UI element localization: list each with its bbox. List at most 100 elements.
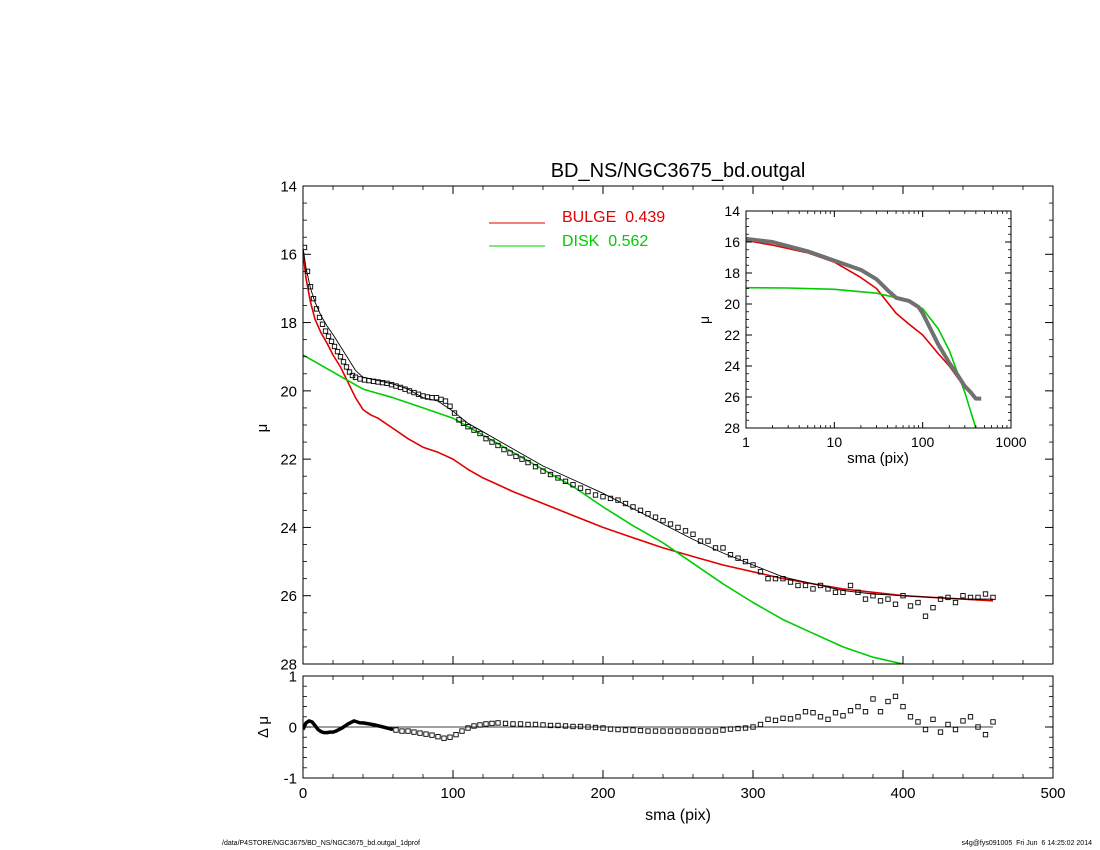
residual-series-1-point [489, 720, 495, 727]
inset-x-axis-label: sma (pix) [847, 450, 909, 467]
main-series-3-point [832, 589, 839, 595]
residual-series-1-point [720, 727, 726, 733]
residual-series-1-point [855, 703, 861, 710]
residual-series-1-point [532, 721, 539, 728]
residual-series-1-point [840, 713, 846, 719]
main-series-3-point [682, 528, 689, 534]
inset-x-tick-label: 10 [827, 434, 843, 450]
main-series-3-point [337, 354, 344, 360]
main-series-3-point [667, 521, 674, 527]
main-series-3-point [316, 314, 323, 321]
main-series-3-point [772, 575, 779, 582]
residual-x-tick-label: 300 [740, 785, 765, 802]
legend-disk-label: DISK 0.562 [562, 233, 648, 250]
main-series-3-point [495, 442, 501, 449]
inset-y-tick-label: 20 [724, 296, 740, 312]
main-series-3-point [892, 601, 899, 607]
main-y-tick-label: 22 [280, 452, 297, 469]
inset-x-tick-label: 1 [742, 434, 750, 450]
residual-series-1-point [477, 722, 483, 728]
main-series-3-point [451, 410, 458, 416]
main-series-3-point [513, 453, 519, 460]
inset-y-tick-label: 18 [724, 265, 740, 281]
main-series-3-point [607, 495, 614, 502]
main-series-3-point [727, 552, 734, 558]
main-series-3-point [840, 589, 846, 595]
main-series-3-point [817, 582, 824, 589]
residual-series-1-point [447, 734, 453, 740]
residual-series-1-point [930, 716, 936, 723]
main-series-3-point [825, 586, 831, 592]
main-series-3-point [343, 364, 350, 370]
main-series-3-point [519, 456, 525, 462]
main-series-3-point [795, 582, 801, 589]
residual-series-1-point [690, 728, 696, 734]
main-plot-data [303, 244, 996, 664]
main-series-3-point [456, 417, 462, 423]
main-y-tick-label: 20 [280, 383, 297, 400]
residual-series-1-point [712, 728, 719, 734]
main-series-3-point [847, 582, 854, 589]
main-y-tick-label: 14 [280, 178, 297, 195]
main-series-3-point [340, 359, 347, 365]
inset-y-tick-label: 16 [724, 234, 740, 250]
residual-series-1-point [540, 722, 546, 728]
residual-series-1-point [630, 727, 636, 733]
residual-series-1-point [802, 709, 809, 715]
footer-timestamp: s4g@fys091005 Fri Jun 6 14:25:02 2014 [961, 840, 1092, 847]
residual-x-tick-label: 500 [1040, 785, 1065, 802]
residual-series-1-point [652, 728, 659, 734]
residual-series-1-point [735, 725, 741, 732]
residual-series-1-point [555, 722, 561, 729]
inset-series-0-line [746, 239, 977, 400]
inset-x-tick-label: 100 [911, 434, 935, 450]
main-series-3-point [765, 575, 771, 582]
main-series-3-point [346, 369, 353, 375]
main-series-3-point [349, 372, 356, 379]
main-y-tick-label: 24 [280, 520, 297, 537]
residual-series-1-point [862, 709, 869, 715]
residual-series-1-point [525, 721, 531, 728]
residual-y-tick-label: -1 [284, 770, 297, 787]
main-series-3-point [690, 531, 696, 537]
main-series-3-point [615, 497, 621, 503]
main-series-3-point [507, 450, 513, 456]
main-series-3-point [982, 591, 989, 597]
legend-bulge-label: BULGE 0.439 [562, 209, 665, 226]
main-y-axis-label: μ [254, 424, 271, 433]
inset-y-tick-label: 26 [724, 389, 740, 405]
main-series-3-point [532, 464, 539, 470]
residual-plot-axes: 0 100 200 300 400 500-101 [284, 668, 1066, 802]
footer-file-path: /data/P4STORE/NGC3675/BD_NS/NGC3675_bd.o… [222, 840, 420, 847]
main-series-3-point [922, 613, 929, 619]
main-series-3-point [577, 485, 584, 491]
residual-series-1-point [780, 715, 786, 721]
residual-series-1-point [562, 723, 569, 729]
main-series-3-point [438, 396, 444, 403]
main-plot-frame [302, 185, 1054, 665]
residual-series-1-point [417, 730, 423, 736]
main-series-3-point [960, 593, 966, 599]
residual-series-1-point [441, 735, 447, 741]
residual-y-axis-label: Δ μ [255, 716, 272, 738]
main-series-3-point [442, 398, 449, 404]
residual-series-1-point [765, 716, 771, 723]
main-series-3-point [870, 593, 876, 599]
main-series-3-point [585, 488, 591, 495]
main-series-3-point [967, 594, 974, 601]
main-series-3-point [787, 579, 794, 585]
residual-series-1-point [615, 726, 621, 733]
residual-x-axis-label: sma (pix) [645, 807, 711, 824]
residual-series-1-point [742, 725, 749, 731]
main-series-3-point [907, 603, 914, 609]
residual-series-1-point [952, 726, 959, 733]
main-y-tick-label: 16 [280, 247, 297, 264]
main-series-3-point [600, 494, 606, 500]
residual-series-1-point [847, 708, 854, 714]
main-series-3-point [630, 504, 636, 510]
inset-y-axis-label: μ [696, 316, 712, 324]
residual-series-1-point [922, 726, 929, 733]
residual-series-1-point [877, 709, 884, 715]
residual-series-1-point [870, 696, 876, 702]
